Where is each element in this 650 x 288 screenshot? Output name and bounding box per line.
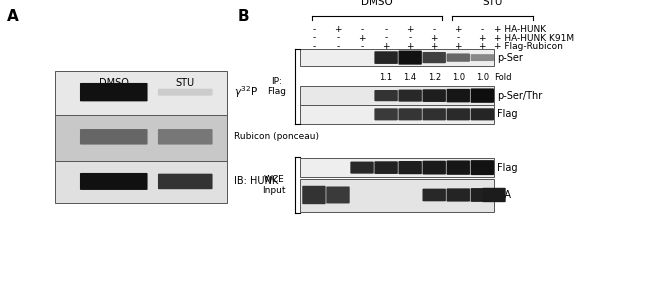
- Bar: [55, 161, 227, 203]
- FancyBboxPatch shape: [422, 108, 446, 120]
- FancyBboxPatch shape: [398, 161, 422, 174]
- Text: -: -: [337, 42, 339, 51]
- Text: $\gamma^{32}$P: $\gamma^{32}$P: [234, 84, 258, 100]
- Bar: [55, 71, 227, 117]
- FancyBboxPatch shape: [422, 161, 446, 175]
- Text: Rubicon (ponceau): Rubicon (ponceau): [234, 132, 319, 141]
- FancyBboxPatch shape: [80, 83, 148, 101]
- Text: +: +: [430, 33, 438, 43]
- FancyBboxPatch shape: [158, 129, 213, 145]
- FancyBboxPatch shape: [471, 88, 494, 103]
- Text: -: -: [360, 42, 364, 51]
- FancyBboxPatch shape: [447, 160, 470, 175]
- Bar: [55, 115, 227, 161]
- Text: -: -: [360, 25, 364, 34]
- Text: +: +: [406, 42, 414, 51]
- FancyBboxPatch shape: [447, 188, 470, 202]
- Text: -: -: [408, 33, 412, 43]
- Text: + HA-HUNK K91M: + HA-HUNK K91M: [494, 33, 574, 43]
- FancyBboxPatch shape: [471, 188, 494, 202]
- FancyBboxPatch shape: [422, 89, 446, 102]
- FancyBboxPatch shape: [398, 108, 422, 120]
- Text: +: +: [334, 25, 342, 34]
- Text: + Flag-Rubicon: + Flag-Rubicon: [494, 42, 563, 51]
- FancyBboxPatch shape: [158, 174, 213, 189]
- Text: -: -: [312, 25, 316, 34]
- Text: -: -: [384, 25, 387, 34]
- Bar: [300, 86, 494, 105]
- Text: +: +: [478, 33, 486, 43]
- FancyBboxPatch shape: [374, 51, 398, 64]
- Text: Fold: Fold: [494, 73, 512, 82]
- FancyBboxPatch shape: [422, 52, 446, 63]
- Text: -: -: [481, 25, 484, 34]
- Text: DMSO: DMSO: [99, 78, 129, 88]
- Text: Flag: Flag: [497, 163, 518, 173]
- Text: IB: HUNK: IB: HUNK: [234, 177, 278, 186]
- Text: 1.0: 1.0: [476, 73, 489, 82]
- Bar: [300, 49, 494, 66]
- Text: A: A: [6, 9, 18, 24]
- Text: -: -: [312, 42, 316, 51]
- FancyBboxPatch shape: [447, 54, 470, 62]
- Text: +: +: [430, 42, 438, 51]
- Text: +: +: [454, 25, 462, 34]
- Text: WCE
Input: WCE Input: [263, 175, 286, 195]
- Text: -: -: [456, 33, 460, 43]
- Text: 1.1: 1.1: [380, 73, 393, 82]
- FancyBboxPatch shape: [398, 90, 422, 102]
- Bar: [300, 105, 494, 124]
- FancyBboxPatch shape: [302, 186, 326, 204]
- Text: STU: STU: [176, 78, 195, 88]
- Text: B: B: [237, 9, 249, 24]
- FancyBboxPatch shape: [80, 173, 148, 190]
- FancyBboxPatch shape: [447, 89, 470, 103]
- FancyBboxPatch shape: [447, 108, 470, 120]
- FancyBboxPatch shape: [374, 161, 398, 174]
- Text: +: +: [454, 42, 462, 51]
- Text: -: -: [312, 33, 316, 43]
- Text: +: +: [358, 33, 366, 43]
- Text: DMSO: DMSO: [361, 0, 393, 7]
- Text: 1.4: 1.4: [404, 73, 417, 82]
- FancyBboxPatch shape: [422, 189, 446, 201]
- FancyBboxPatch shape: [482, 188, 506, 202]
- Text: p-Ser: p-Ser: [497, 53, 523, 62]
- FancyBboxPatch shape: [350, 162, 374, 174]
- Text: +: +: [382, 42, 390, 51]
- Text: Flag: Flag: [497, 109, 518, 119]
- FancyBboxPatch shape: [398, 50, 422, 65]
- Text: 1.2: 1.2: [428, 73, 441, 82]
- FancyBboxPatch shape: [326, 187, 350, 204]
- FancyBboxPatch shape: [471, 54, 494, 61]
- Text: -: -: [433, 25, 436, 34]
- Text: -: -: [337, 33, 339, 43]
- Text: HA: HA: [497, 190, 512, 200]
- Text: -: -: [384, 33, 387, 43]
- FancyBboxPatch shape: [471, 108, 494, 120]
- Text: +: +: [406, 25, 414, 34]
- FancyBboxPatch shape: [80, 129, 148, 145]
- FancyBboxPatch shape: [471, 160, 494, 175]
- Text: IP:
Flag: IP: Flag: [267, 77, 286, 96]
- Text: +: +: [478, 42, 486, 51]
- Text: 1.0: 1.0: [452, 73, 465, 82]
- FancyBboxPatch shape: [374, 90, 398, 101]
- Text: STU: STU: [482, 0, 502, 7]
- Text: + HA-HUNK: + HA-HUNK: [494, 25, 546, 34]
- Bar: [300, 158, 494, 177]
- FancyBboxPatch shape: [374, 108, 398, 120]
- Text: p-Ser/Thr: p-Ser/Thr: [497, 91, 543, 101]
- FancyBboxPatch shape: [158, 89, 213, 96]
- Bar: [300, 179, 494, 212]
